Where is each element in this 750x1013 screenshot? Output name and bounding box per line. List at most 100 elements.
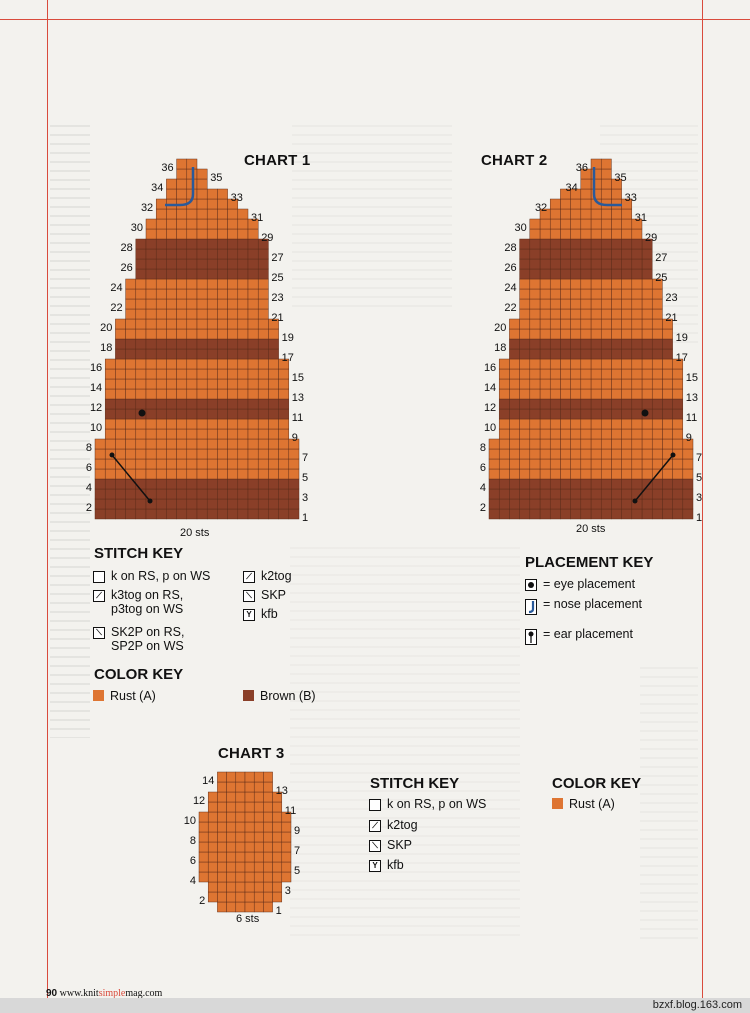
chart-cell [278,438,290,450]
chart-cell [145,388,157,400]
chart-cell [206,388,218,400]
stitch-key-2-item-knit: k on RS, p on WS [369,797,486,811]
chart-cell [145,458,157,470]
chart-cell [115,498,126,510]
chart-cell [272,801,283,813]
chart-cell [244,891,255,903]
chart-cell [621,318,633,330]
chart-cell [257,468,269,480]
chart-cell [272,861,283,873]
chart-cell [244,901,255,913]
chart-cell [217,398,228,410]
chart-cell [94,478,106,490]
chart-cell [155,488,167,500]
ear-placement-dot [109,452,115,458]
chart-cell [580,368,592,380]
chart-cell [217,861,227,873]
chart-cell [651,428,663,440]
chart-cell [115,368,126,380]
chart-cell [611,188,622,200]
chart-cell [539,368,551,380]
chart-cell [590,168,602,180]
chart-cell [611,478,622,490]
chart-cell [631,408,643,420]
chart-cell [135,498,147,510]
chart-cell [94,438,106,450]
chart-cell [278,398,290,410]
chart-cell [257,238,269,250]
chart-cell [176,478,188,490]
chart-cell [206,338,218,350]
chart-cell [155,448,167,460]
chart-cell [488,488,500,500]
chart-cell [206,458,218,470]
chart-cell [104,478,116,490]
chart-cell [115,398,126,410]
chart-cell [590,448,602,460]
chart-cell [125,318,137,330]
chart-cell [509,478,520,490]
chart-cell [560,328,571,340]
chart-cell [176,378,188,390]
chart-cell [263,901,273,913]
chart-cell [155,278,167,290]
chart-cell [125,438,137,450]
chart-cell [186,308,198,320]
chart-cell [226,811,237,823]
chart-cell [600,418,612,430]
chart-cell [641,458,653,470]
chart-cell [509,348,520,360]
row-label-right: 7 [696,452,702,464]
chart-cell [207,851,218,863]
chart-cell [539,418,551,430]
chart-cell [641,388,653,400]
chart-cell [529,278,541,290]
chart-cell [186,448,198,460]
chart-cell [278,478,290,490]
page-number: 90 [46,988,58,999]
chart-cell [590,398,602,410]
row-label-right: 3 [696,492,702,504]
row-label-right: 3 [285,885,291,897]
chart-cell [176,388,188,400]
chart-cell [227,308,239,320]
chart-cell [166,338,177,350]
chart-cell [196,198,208,210]
chart-cell [125,458,137,470]
chart-cell [237,218,249,230]
chart-cell [621,508,633,520]
chart-cell [257,308,269,320]
ear-placement-dot [632,498,638,504]
chart-cell [621,408,633,420]
stitch-key-item-skp: ⟍ SKP [243,588,286,602]
chart-cell [263,851,273,863]
chart-cell [539,208,551,220]
row-label-left: 20 [100,322,112,334]
chart-cell [145,438,157,450]
chart-cell [580,238,592,250]
chart-cell [247,418,259,430]
chart-cell [145,378,157,390]
chart-cell [278,388,290,400]
chart-cell [268,378,279,390]
chart-cell [176,358,188,370]
chart-cell [235,881,246,893]
chart-cell [227,458,239,470]
chart-cell [186,458,198,470]
chart-cell [651,338,663,350]
chart-cell [672,508,684,520]
chart-cell [226,831,237,843]
chart-cell [560,398,571,410]
chart-cell [631,228,643,240]
placement-key-item-eye: = eye placement [525,577,635,591]
chart-cell [186,388,198,400]
chart-cell [247,318,259,330]
chart-cell [631,278,643,290]
chart-cell [570,398,582,410]
chart-cell [257,268,269,280]
chart-cell [166,398,177,410]
chart-cell [206,358,218,370]
chart-cell [519,488,531,500]
chart-cell [217,508,228,520]
chart-cell [570,508,582,520]
